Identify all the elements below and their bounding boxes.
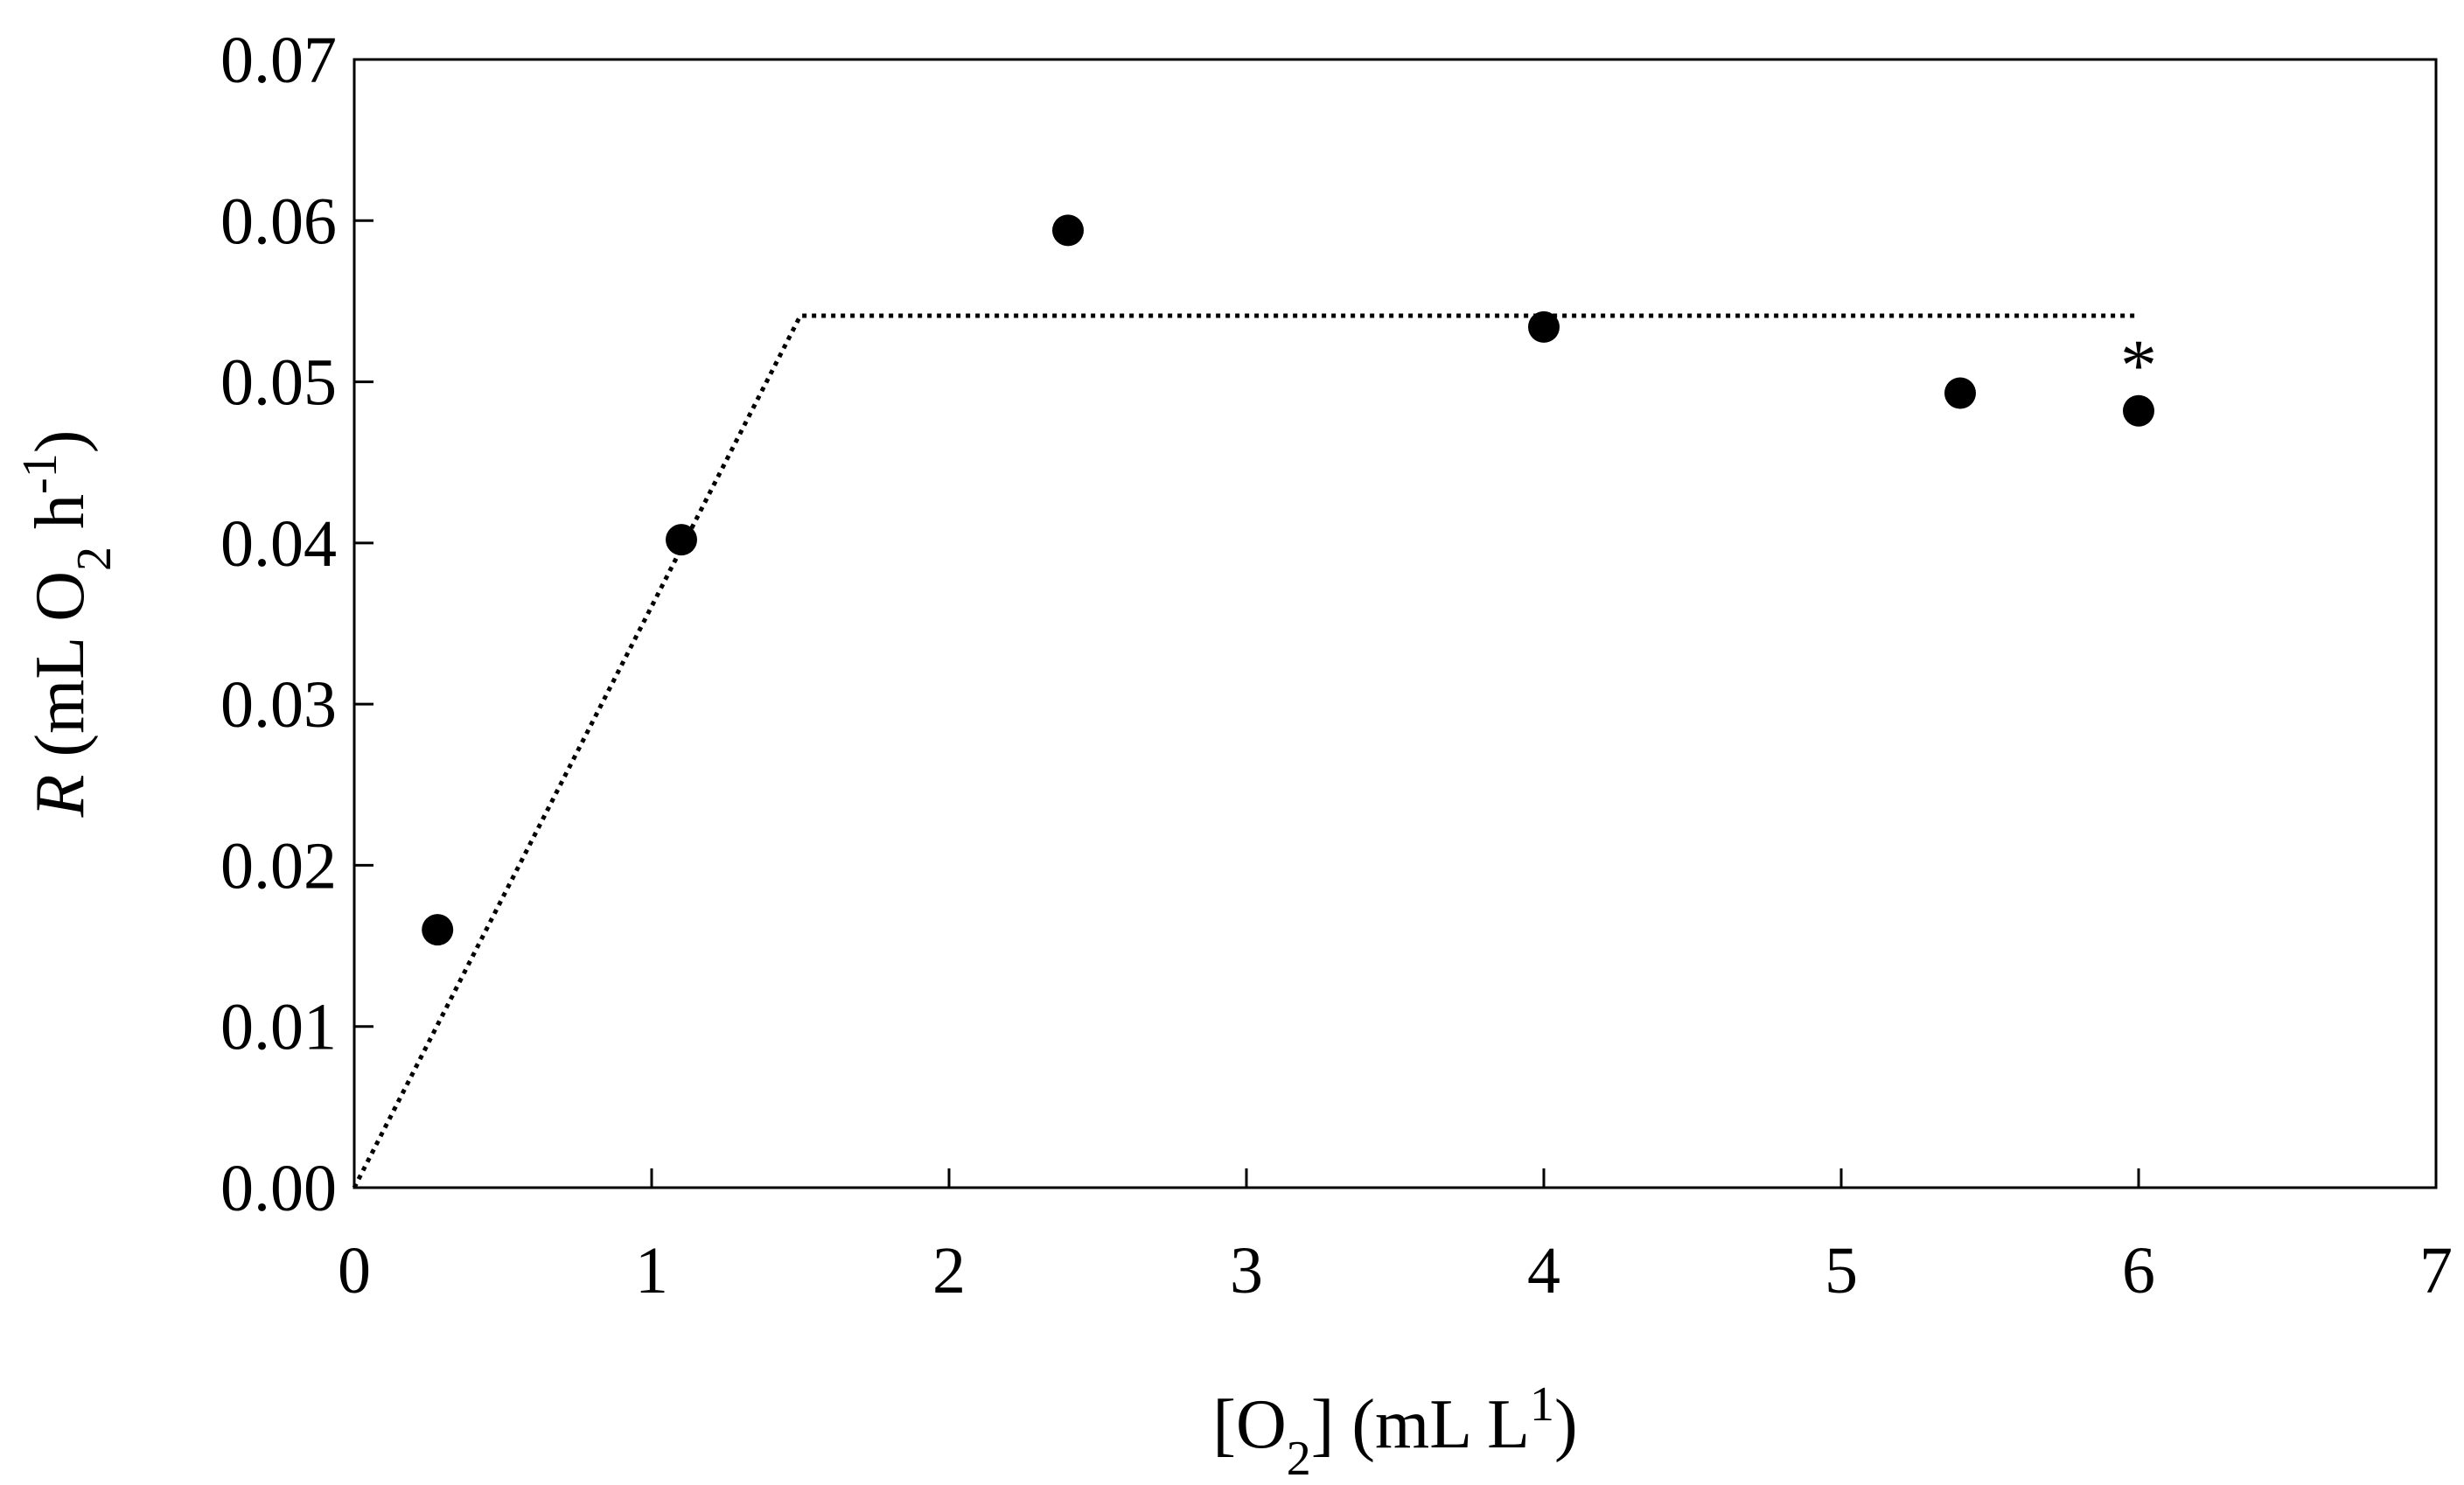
y-tick-label: 0.04: [220, 507, 337, 581]
x-tick-label: 4: [1527, 1234, 1560, 1307]
x-axis-ticks: 0 1 2 3 4 5 6 7: [338, 1168, 2453, 1307]
y-tick-label: 0.00: [220, 1152, 337, 1225]
y-tick-label: 0.06: [220, 185, 337, 258]
annotations: *: [2120, 325, 2157, 407]
y-axis-title: R (mL O2 h-1): [13, 430, 122, 819]
significance-asterisk: *: [2120, 325, 2157, 407]
y-tick-label: 0.01: [220, 991, 337, 1064]
data-points: [422, 214, 2154, 946]
x-tick-label: 5: [1825, 1234, 1858, 1307]
x-tick-label: 3: [1230, 1234, 1263, 1307]
data-point: [1528, 310, 1560, 343]
y-tick-label: 0.03: [220, 668, 337, 742]
x-tick-label: 6: [2122, 1234, 2155, 1307]
x-axis-title: [O2] (mL L1): [1212, 1377, 1577, 1485]
y-tick-label: 0.07: [220, 24, 337, 97]
x-tick-label: 2: [932, 1234, 966, 1307]
y-axis-ticks: 0.00 0.01 0.02 0.03 0.04 0.05 0.06 0.07: [220, 24, 373, 1225]
y-tick-label: 0.02: [220, 829, 337, 903]
x-tick-label: 1: [635, 1234, 668, 1307]
data-point: [422, 914, 454, 946]
data-point: [1944, 377, 1976, 409]
x-tick-label: 7: [2419, 1234, 2453, 1307]
fit-line-group: [352, 313, 2139, 1189]
fit-line: [352, 313, 2139, 1189]
data-point: [1052, 214, 1084, 247]
data-point: [2123, 394, 2154, 427]
x-tick-label: 0: [338, 1234, 371, 1307]
data-point: [666, 524, 697, 556]
plot-frame: [352, 58, 2438, 1189]
y-tick-label: 0.05: [220, 346, 337, 420]
